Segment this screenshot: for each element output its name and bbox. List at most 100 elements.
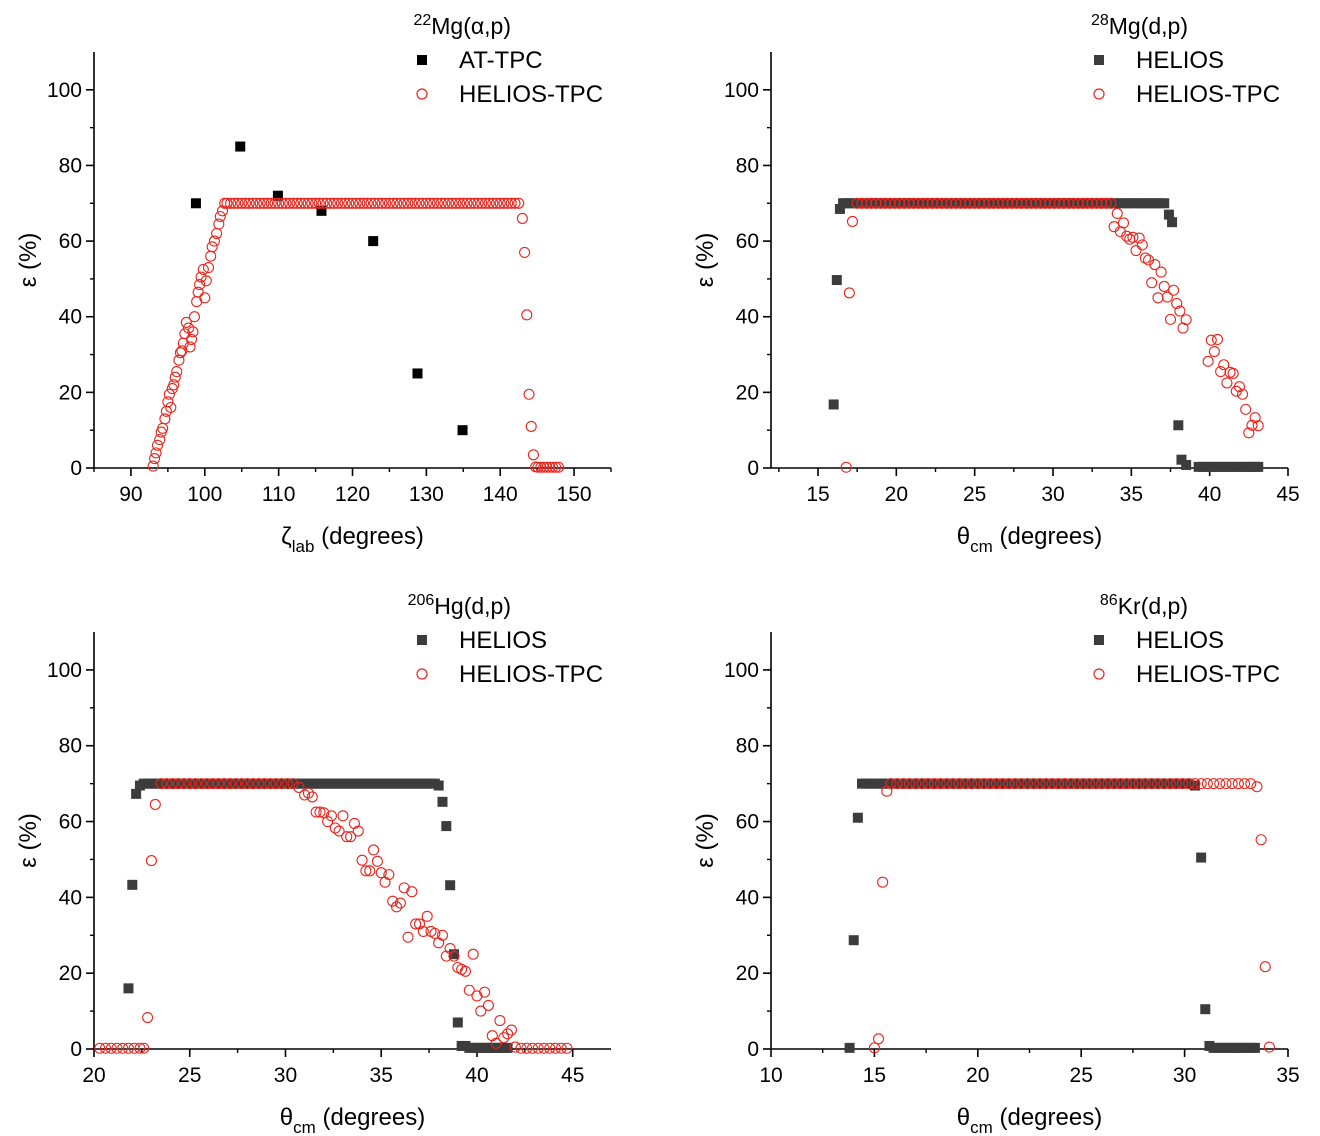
data-point-circle	[348, 817, 360, 829]
data-point-circle	[1133, 232, 1145, 244]
x-tick-label: 45	[561, 1064, 584, 1087]
data-point-circle	[157, 422, 169, 434]
data-point-circle	[1011, 197, 1023, 209]
data-point-circle	[865, 197, 877, 209]
data-point-square	[1253, 461, 1264, 472]
data-point-circle	[145, 855, 157, 867]
chart-title: 206Hg(d,p)	[408, 592, 511, 619]
data-point-circle	[505, 197, 517, 209]
data-point-square	[1152, 778, 1163, 789]
legend-marker-open-circle	[416, 88, 428, 100]
data-point-circle	[429, 927, 441, 939]
data-point-circle	[346, 197, 359, 209]
data-point-circle	[428, 197, 440, 209]
series-open-circle	[147, 197, 565, 473]
data-point-circle	[1174, 305, 1186, 317]
data-point-circle	[1034, 778, 1046, 790]
data-point-circle	[1063, 197, 1075, 209]
y-tick-label: 40	[59, 886, 82, 909]
series-open-circle	[94, 778, 573, 1054]
data-point-square	[966, 778, 977, 789]
data-point-circle	[471, 990, 483, 1002]
data-point-square	[848, 935, 859, 946]
data-point-circle	[947, 778, 959, 790]
data-point-circle	[1025, 197, 1037, 209]
data-point-circle	[435, 197, 447, 209]
series-filled-square	[828, 198, 1264, 472]
data-point-circle	[1006, 197, 1018, 209]
data-point-square	[445, 880, 456, 891]
data-point-square	[316, 205, 327, 216]
data-point-circle	[490, 1037, 502, 1049]
data-point-circle	[184, 341, 196, 353]
data-point-square	[448, 949, 459, 960]
data-point-circle	[490, 197, 503, 209]
data-point-circle	[247, 778, 259, 790]
chart-title-mass-number: 22	[413, 12, 431, 29]
data-point-circle	[406, 886, 418, 898]
data-point-circle	[269, 197, 281, 209]
data-point-circle	[232, 197, 244, 209]
data-point-circle	[450, 197, 462, 209]
data-point-circle	[243, 197, 255, 209]
data-point-circle	[354, 197, 366, 209]
data-point-circle	[941, 778, 953, 790]
data-point-circle	[117, 1042, 129, 1054]
data-point-circle	[180, 316, 192, 328]
data-point-circle	[295, 197, 307, 209]
data-point-circle	[1108, 221, 1120, 233]
data-point-circle	[922, 778, 934, 790]
x-tick-label: 20	[82, 1064, 105, 1087]
data-point-square	[272, 190, 283, 201]
data-point-circle	[877, 876, 889, 888]
chart-title-reaction: Mg(d,p)	[1109, 13, 1188, 39]
data-point-circle	[298, 197, 311, 209]
legend-marker-open-circle	[1093, 88, 1105, 100]
data-point-circle	[253, 778, 265, 790]
x-tick-label: 25	[963, 483, 986, 506]
data-point-circle	[461, 197, 473, 209]
data-point-circle	[1237, 388, 1249, 400]
data-point-circle	[1003, 778, 1015, 790]
data-point-circle	[465, 197, 477, 209]
data-point-circle	[178, 778, 190, 790]
data-point-circle	[1255, 834, 1267, 846]
data-point-square	[1177, 778, 1188, 789]
y-axis-label: ε (%)	[692, 813, 719, 868]
data-point-circle	[94, 1042, 106, 1054]
x-axis-label-subscript: cm	[970, 1118, 993, 1136]
data-point-circle	[467, 948, 479, 960]
data-point-circle	[523, 388, 535, 400]
data-point-circle	[1081, 197, 1094, 209]
data-point-circle	[372, 197, 384, 209]
data-point-circle	[208, 235, 220, 247]
data-point-circle	[1127, 231, 1139, 243]
data-point-circle	[1243, 427, 1255, 439]
data-point-square	[1167, 217, 1178, 228]
data-point-circle	[202, 262, 215, 274]
data-point-circle	[538, 1042, 550, 1054]
data-point-square	[1103, 778, 1114, 789]
data-point-circle	[224, 778, 236, 790]
data-point-circle	[872, 1033, 885, 1045]
data-point-square	[1183, 778, 1194, 789]
data-point-circle	[1028, 778, 1040, 790]
data-point-circle	[201, 778, 213, 790]
data-point-circle	[343, 197, 355, 209]
data-point-circle	[200, 275, 212, 287]
legend-label: AT-TPC	[459, 47, 543, 74]
data-point-circle	[1227, 367, 1239, 380]
x-tick-label: 15	[806, 483, 829, 506]
data-point-square	[916, 778, 927, 789]
data-point-circle	[375, 867, 387, 879]
x-axis-label-symbol: θ	[957, 523, 970, 550]
y-tick-label: 0	[70, 1038, 82, 1061]
data-point-circle	[997, 778, 1009, 790]
data-point-square	[885, 778, 896, 789]
data-point-circle	[162, 396, 174, 408]
data-point-circle	[476, 197, 488, 209]
data-point-circle	[475, 1005, 487, 1017]
data-point-circle	[513, 197, 525, 209]
y-tick-label: 40	[736, 306, 759, 329]
data-point-circle	[241, 778, 253, 790]
